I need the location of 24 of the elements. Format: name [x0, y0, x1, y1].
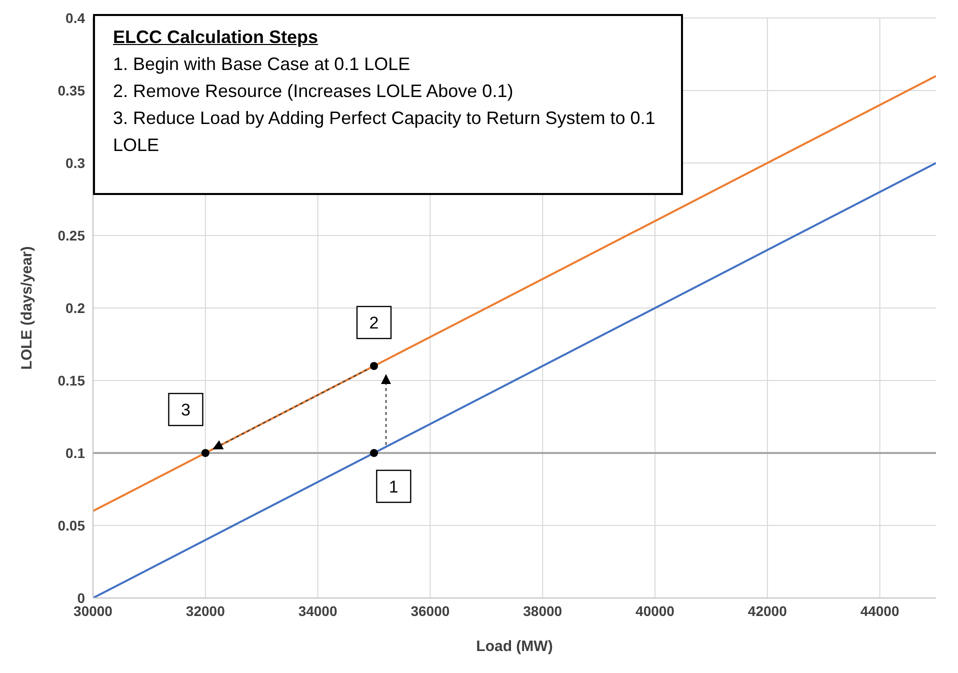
y-axis-title: LOLE (days/year)	[18, 246, 36, 370]
text-box: ELCC Calculation Steps 1. Begin with Base Case at 0.1 LOLE 2. Remove Resource (Increases LOLE Above 0.1) 3. Reduce Load by Adding Perfect Capacity to Return System to 0.1 LOLE	[93, 14, 683, 195]
annotation: 3. Reduce Load by Adding Perfect Capacity to Return System to 0.1 LOLE	[113, 107, 656, 157]
y-tick-label: 0.25	[58, 227, 86, 244]
annotation: 3	[180, 400, 190, 420]
x-tick-label: 36000	[410, 602, 450, 619]
x-tick-label: 40000	[636, 602, 675, 619]
annotation: 2	[369, 314, 379, 332]
x-tick-label: 42000	[748, 602, 788, 619]
y-tick-label: 0.1	[66, 444, 86, 461]
y-tick-label: 0.2	[66, 300, 86, 316]
x-axis-title: Load (MW)	[476, 638, 553, 655]
x-tick-label: 44000	[860, 602, 900, 619]
y-tick-label: 0.05	[58, 517, 86, 534]
y-tick-label: 0.15	[58, 372, 86, 388]
y-tick-label: 0.3	[66, 154, 86, 171]
x-tick-label: 38000	[523, 602, 562, 619]
annotation: 2. Remove Resource (Increases LOLE Above 0.1)	[113, 80, 514, 103]
y-tick-label: 0.35	[58, 82, 86, 98]
y-tick-label: 0.4	[66, 10, 86, 26]
annotation: 1. Begin with Base Case at 0.1 LOLE	[113, 53, 412, 76]
x-tick-label: 32000	[186, 602, 226, 619]
annotation: 1	[388, 477, 398, 496]
x-tick-label: 34000	[298, 602, 338, 619]
